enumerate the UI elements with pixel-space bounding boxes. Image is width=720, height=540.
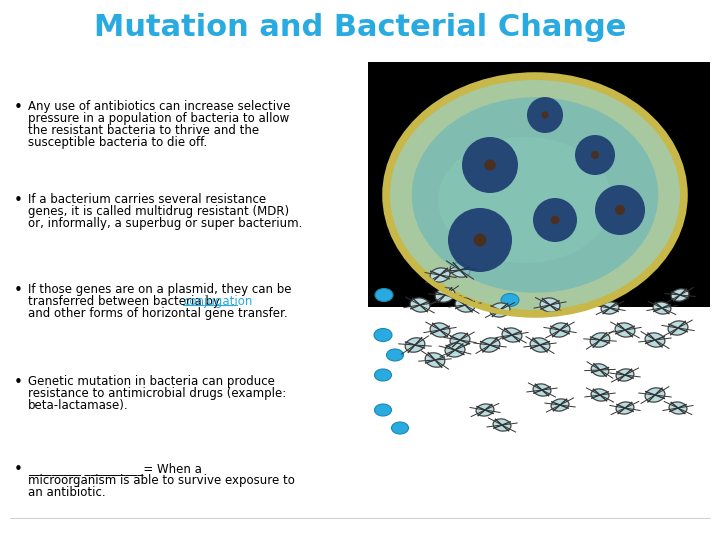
Text: Any use of antibiotics can increase selective: Any use of antibiotics can increase sele…	[28, 100, 290, 113]
Ellipse shape	[671, 289, 689, 301]
Ellipse shape	[480, 338, 500, 352]
Ellipse shape	[430, 323, 450, 337]
Ellipse shape	[501, 294, 519, 307]
Text: the resistant bacteria to thrive and the: the resistant bacteria to thrive and the	[28, 124, 259, 137]
Ellipse shape	[645, 388, 665, 402]
Text: Mutation and Bacterial Change: Mutation and Bacterial Change	[94, 14, 626, 43]
Circle shape	[527, 97, 563, 133]
Ellipse shape	[668, 321, 688, 335]
Ellipse shape	[669, 402, 687, 414]
Circle shape	[551, 215, 559, 225]
Ellipse shape	[438, 137, 612, 263]
Ellipse shape	[412, 97, 658, 293]
Text: _________ __________= When a: _________ __________= When a	[28, 462, 202, 475]
Text: resistance to antimicrobial drugs (example:: resistance to antimicrobial drugs (examp…	[28, 387, 287, 400]
Text: •: •	[14, 193, 22, 208]
Circle shape	[533, 198, 577, 242]
Text: genes, it is called multidrug resistant (MDR): genes, it is called multidrug resistant …	[28, 205, 289, 218]
Text: beta-lactamase).: beta-lactamase).	[28, 399, 129, 412]
Ellipse shape	[430, 268, 450, 282]
Ellipse shape	[616, 402, 634, 414]
Ellipse shape	[550, 323, 570, 337]
Ellipse shape	[616, 369, 634, 381]
Ellipse shape	[374, 404, 392, 416]
Text: Genetic mutation in bacteria can produce: Genetic mutation in bacteria can produce	[28, 375, 275, 388]
Text: conjugation: conjugation	[183, 295, 253, 308]
Text: If a bacterium carries several resistance: If a bacterium carries several resistanc…	[28, 193, 266, 206]
Ellipse shape	[450, 333, 470, 347]
Ellipse shape	[374, 328, 392, 341]
Ellipse shape	[410, 298, 430, 312]
Ellipse shape	[493, 419, 511, 431]
Ellipse shape	[387, 349, 403, 361]
Ellipse shape	[490, 303, 510, 317]
Text: •: •	[14, 375, 22, 390]
Ellipse shape	[455, 298, 475, 312]
Ellipse shape	[450, 263, 470, 277]
Text: an antibiotic.: an antibiotic.	[28, 486, 106, 499]
Ellipse shape	[601, 302, 619, 314]
Ellipse shape	[591, 389, 609, 401]
Circle shape	[462, 137, 518, 193]
Ellipse shape	[476, 404, 494, 416]
Ellipse shape	[390, 80, 680, 310]
Ellipse shape	[445, 343, 465, 357]
Text: pressure in a population of bacteria to allow: pressure in a population of bacteria to …	[28, 112, 289, 125]
Bar	[368, 62, 710, 307]
Circle shape	[591, 151, 599, 159]
Ellipse shape	[435, 288, 455, 302]
Bar	[368, 315, 710, 510]
Ellipse shape	[502, 328, 522, 342]
Ellipse shape	[374, 369, 392, 381]
Text: If those genes are on a plasmid, they can be: If those genes are on a plasmid, they ca…	[28, 283, 292, 296]
Circle shape	[541, 111, 549, 119]
Text: and other forms of horizontal gene transfer.: and other forms of horizontal gene trans…	[28, 307, 287, 320]
Text: or, informally, a superbug or super bacterium.: or, informally, a superbug or super bact…	[28, 217, 302, 230]
Ellipse shape	[591, 364, 609, 376]
Ellipse shape	[540, 298, 560, 312]
Ellipse shape	[590, 333, 610, 347]
Ellipse shape	[653, 302, 671, 314]
Text: susceptible bacteria to die off.: susceptible bacteria to die off.	[28, 136, 207, 149]
Ellipse shape	[392, 422, 408, 434]
Circle shape	[615, 205, 625, 215]
Ellipse shape	[530, 338, 550, 352]
Text: transferred between bacteria by: transferred between bacteria by	[28, 295, 224, 308]
Ellipse shape	[533, 384, 551, 396]
Circle shape	[575, 135, 615, 175]
Ellipse shape	[551, 399, 569, 411]
Ellipse shape	[426, 353, 445, 367]
Circle shape	[485, 159, 495, 171]
Ellipse shape	[615, 323, 635, 337]
Circle shape	[474, 234, 487, 246]
Ellipse shape	[375, 288, 393, 301]
Ellipse shape	[385, 75, 685, 315]
Text: •: •	[14, 462, 22, 477]
Text: •: •	[14, 100, 22, 115]
Text: •: •	[14, 283, 22, 298]
Circle shape	[448, 208, 512, 272]
Text: microorganism is able to survive exposure to: microorganism is able to survive exposur…	[28, 474, 295, 487]
Ellipse shape	[405, 338, 425, 352]
Ellipse shape	[645, 333, 665, 347]
Circle shape	[595, 185, 645, 235]
